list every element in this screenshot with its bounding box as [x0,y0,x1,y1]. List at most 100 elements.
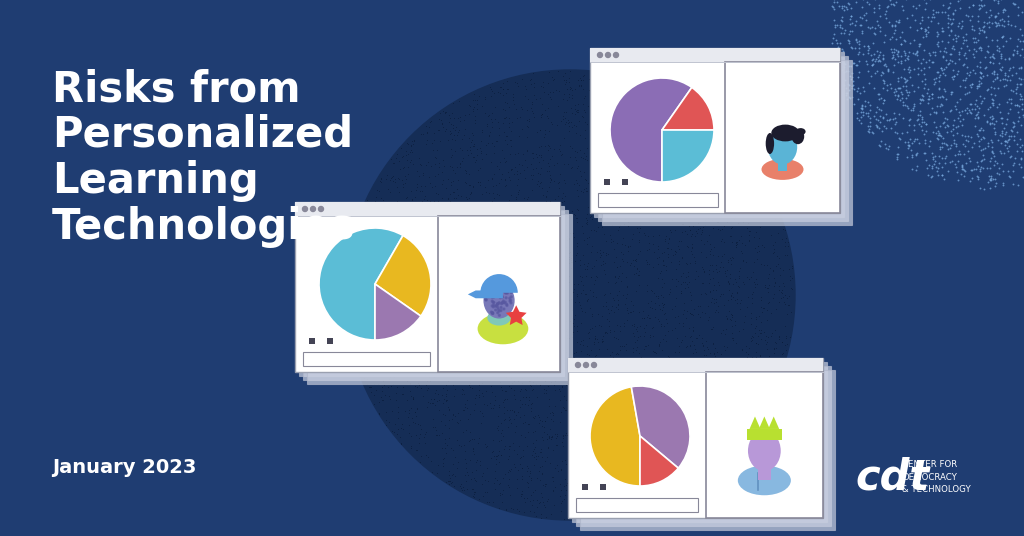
Point [680,208,696,217]
Point [984,52,1000,61]
Point [690,225,707,233]
Point [425,369,441,378]
Point [510,317,526,326]
Point [557,192,573,200]
Point [565,348,582,357]
Point [675,220,691,228]
Point [670,192,686,200]
Point [414,306,430,314]
Point [362,227,379,236]
Point [479,488,496,496]
Point [446,114,463,122]
Point [537,106,553,115]
Point [692,427,709,435]
Point [482,83,499,91]
Point [525,364,542,373]
Point [609,416,626,425]
Point [889,95,905,103]
Point [775,265,792,274]
Point [652,320,669,329]
Point [528,207,545,216]
Point [958,74,975,83]
Point [985,100,1001,109]
Point [502,406,518,414]
Point [440,203,457,212]
Point [428,154,444,162]
Point [528,333,545,341]
Point [596,72,612,80]
Point [399,297,416,306]
Circle shape [499,315,501,316]
Point [497,336,513,344]
Polygon shape [750,416,761,429]
Point [926,79,942,88]
Point [512,460,528,469]
Point [553,276,569,285]
Point [678,149,694,158]
Point [735,166,752,175]
Point [513,219,529,227]
Point [645,497,662,505]
Point [417,182,433,190]
Point [524,185,541,194]
Point [731,263,748,272]
Point [671,398,687,407]
Point [838,66,854,75]
Point [669,198,685,207]
Point [495,85,511,93]
Point [590,463,606,471]
Point [930,171,946,180]
Point [393,250,410,259]
Point [523,258,540,267]
Point [860,109,877,117]
Point [942,144,958,152]
Point [535,77,551,86]
Point [470,434,486,443]
Point [690,460,707,468]
Point [997,130,1014,139]
Point [568,477,585,486]
Point [428,430,444,439]
Point [773,286,790,294]
Point [693,204,710,212]
Point [435,176,452,184]
Point [557,309,573,318]
Point [995,32,1012,40]
Point [423,117,439,125]
Point [1002,86,1019,95]
Point [733,295,750,304]
Point [463,324,479,333]
Point [458,169,474,177]
Point [535,367,551,375]
Point [936,65,952,73]
Point [384,282,400,291]
Point [354,213,371,222]
Point [696,351,713,359]
Point [541,299,557,308]
Point [391,229,408,238]
Point [384,360,400,368]
Point [368,271,384,280]
Point [424,331,440,339]
Point [750,242,766,251]
Point [883,0,899,8]
Point [967,114,983,122]
Point [712,398,728,407]
Point [524,413,541,421]
Point [464,263,480,272]
Point [686,167,702,176]
Point [438,108,455,117]
Point [641,408,657,416]
Point [442,368,459,377]
Point [371,187,387,195]
Point [650,121,667,130]
Point [765,265,781,274]
Point [568,457,585,466]
Point [537,320,553,329]
Point [556,69,572,77]
Point [473,189,489,198]
Point [601,509,617,517]
Point [426,394,442,403]
Point [837,60,853,69]
Point [618,109,635,117]
